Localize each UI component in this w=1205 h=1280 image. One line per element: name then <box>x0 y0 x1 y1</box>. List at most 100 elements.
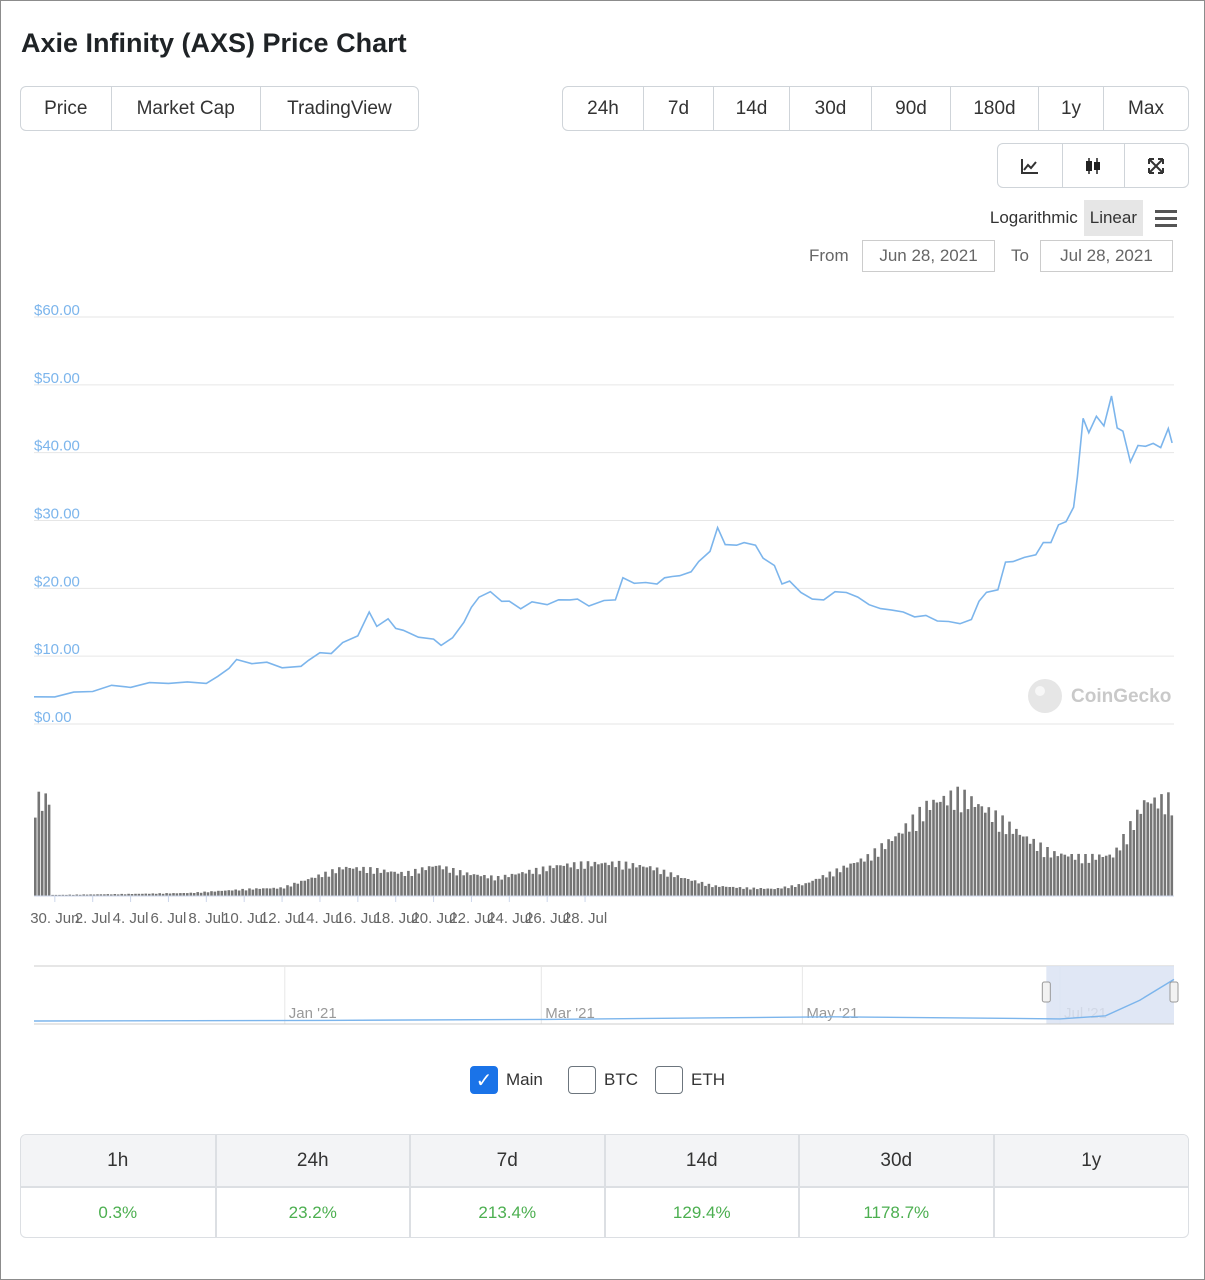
volume-bar <box>942 795 946 896</box>
volume-bar <box>472 874 476 896</box>
range-90d-button[interactable]: 90d <box>871 87 950 130</box>
candlestick-button[interactable] <box>1062 144 1123 187</box>
range-180d-button[interactable]: 180d <box>950 87 1038 130</box>
navigator-label: Jan '21 <box>289 1005 337 1022</box>
tab-tradingview[interactable]: TradingView <box>259 87 418 130</box>
volume-bar <box>348 868 351 896</box>
range-7d-button[interactable]: 7d <box>643 87 713 130</box>
volume-bar <box>1018 834 1022 896</box>
volume-bar <box>728 887 731 896</box>
linear-toggle[interactable]: Linear <box>1083 200 1143 236</box>
volume-bar <box>990 822 994 896</box>
volume-bar <box>559 865 562 896</box>
volume-bar <box>206 892 210 896</box>
tab-price[interactable]: Price <box>44 97 88 119</box>
volume-bar <box>752 887 756 896</box>
checkbox-empty-icon[interactable] <box>568 1066 596 1094</box>
volume-bar <box>1060 853 1063 896</box>
volume-bar <box>469 875 472 896</box>
fullscreen-button[interactable] <box>1123 144 1188 187</box>
main-checkbox[interactable]: ✓ Main <box>470 1066 543 1094</box>
value-14d: 129.4% <box>603 1187 799 1237</box>
volume-bar <box>1084 854 1087 896</box>
price-line <box>33 395 1173 698</box>
volume-bar <box>1149 803 1153 896</box>
range-30d-button[interactable]: 30d <box>789 87 871 130</box>
price-chart[interactable]: $60.00 $50.00 $40.00 $30.00 $20.00 $10.00 $0.0… <box>0 280 1205 1050</box>
header-7d: 7d <box>409 1135 605 1188</box>
volume-bar <box>838 872 842 896</box>
volume-bar <box>503 874 507 896</box>
value-1y <box>992 1187 1188 1237</box>
from-date-input[interactable] <box>862 240 995 272</box>
performance-value-row: 0.3% 23.2% 213.4% 129.4% 1178.7% <box>21 1187 1188 1237</box>
btc-checkbox[interactable]: BTC <box>568 1066 638 1094</box>
x-axis-label: 4. Jul <box>113 910 149 927</box>
volume-bar <box>1111 857 1115 896</box>
checkbox-checked-icon[interactable]: ✓ <box>470 1066 498 1094</box>
hamburger-menu-icon[interactable] <box>1155 209 1177 227</box>
volume-bar <box>610 861 614 896</box>
volume-bar <box>1025 836 1029 896</box>
volume-bar <box>300 880 303 896</box>
volume-bar <box>396 873 400 896</box>
eth-checkbox[interactable]: ETH <box>655 1066 725 1094</box>
volume-bar <box>334 873 338 896</box>
volume-bar <box>863 861 866 896</box>
range-14d-button[interactable]: 14d <box>713 87 789 130</box>
logarithmic-toggle[interactable]: Logarithmic <box>989 208 1078 227</box>
volume-bar <box>213 891 217 896</box>
volume-bar <box>680 878 683 896</box>
range-24h-button[interactable]: 24h <box>587 97 619 119</box>
volume-bar <box>338 867 341 896</box>
volume-bar <box>521 872 524 896</box>
range-max-button[interactable]: Max <box>1103 87 1188 130</box>
volume-bar <box>946 805 949 896</box>
volume-bar <box>617 860 621 896</box>
volume-bar <box>697 883 700 896</box>
volume-bar <box>759 888 763 896</box>
volume-bar <box>182 893 186 896</box>
y-axis-label: $50.00 <box>34 370 80 387</box>
volume-bar <box>901 833 904 896</box>
navigator-right-handle[interactable] <box>1169 981 1179 1003</box>
volume-bar <box>776 888 780 896</box>
volume-bar <box>852 863 856 896</box>
volume-bar <box>918 806 921 896</box>
header-24h: 24h <box>214 1135 410 1188</box>
volume-bar <box>82 894 85 896</box>
volume-bar <box>40 810 44 896</box>
navigator-left-handle[interactable] <box>1041 981 1051 1003</box>
volume-bar <box>711 887 714 896</box>
volume-bar <box>911 814 915 896</box>
volume-bar <box>797 884 801 896</box>
range-1y-button[interactable]: 1y <box>1038 87 1103 130</box>
volume-bar <box>832 876 835 896</box>
volume-bar <box>1011 833 1015 896</box>
volume-bar <box>1042 857 1046 896</box>
volume-bar <box>134 893 137 896</box>
volume-bar <box>341 869 345 896</box>
volume-bar <box>427 866 431 896</box>
volume-bar <box>545 871 548 896</box>
volume-bar <box>65 894 68 896</box>
volume-bar <box>579 861 583 896</box>
volume-bar <box>552 868 555 896</box>
volume-bar <box>296 883 300 896</box>
volume-bar <box>1142 800 1146 896</box>
volume-bar <box>887 839 890 896</box>
navigator-selection[interactable] <box>1046 966 1174 1024</box>
volume-bar <box>821 875 825 896</box>
volume-bar <box>1035 851 1039 896</box>
checkbox-empty-icon[interactable] <box>655 1066 683 1094</box>
volume-bar <box>856 862 859 896</box>
line-chart-button[interactable] <box>998 144 1062 187</box>
volume-bar <box>372 873 376 896</box>
to-date-input[interactable] <box>1040 240 1173 272</box>
volume-bar <box>99 894 103 896</box>
volume-bar <box>621 869 624 896</box>
volume-bar <box>51 894 54 896</box>
tab-market-cap[interactable]: Market Cap <box>110 87 260 130</box>
volume-bar <box>448 872 452 896</box>
